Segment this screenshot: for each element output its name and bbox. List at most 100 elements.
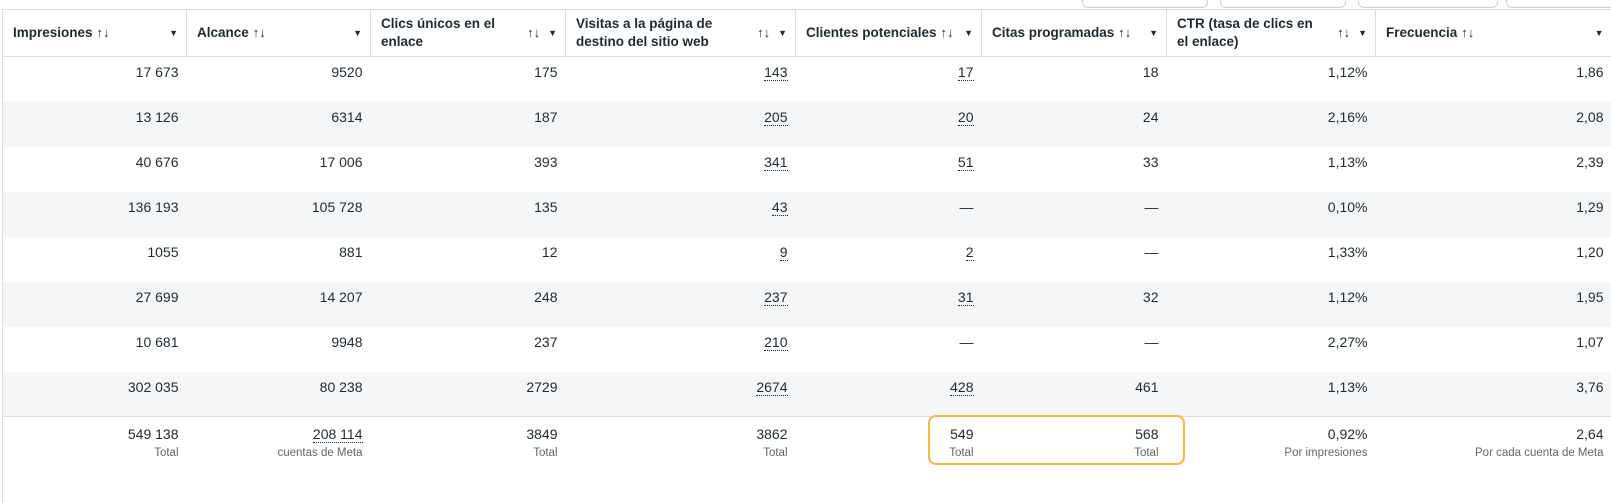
caret-down-icon[interactable]: ▼ <box>1149 28 1158 38</box>
cell-visitas-pagina[interactable]: 341 <box>566 147 796 192</box>
cell-alcance: 9520 <box>331 64 363 80</box>
toolbar-button[interactable] <box>1358 0 1498 8</box>
cell-frecuencia: 1,86 <box>1576 64 1604 80</box>
column-header-impresiones[interactable]: Impresiones ↑↓ ▼ <box>2 9 187 57</box>
cell-clientes-potenciales[interactable]: 51 <box>796 147 982 192</box>
cell-link-value[interactable]: 43 <box>771 198 788 216</box>
cell-impresiones: 302 035 <box>2 371 187 417</box>
cell-clientes-potenciales: — <box>795 191 982 237</box>
toolbar-button[interactable] <box>1506 0 1611 8</box>
cell-impresiones: 1055 <box>147 243 179 260</box>
total-label: cuentas de Meta <box>277 447 363 459</box>
cell-link-value[interactable]: 205 <box>764 108 788 126</box>
cell-clientes-potenciales[interactable]: 428 <box>795 371 982 417</box>
caret-down-icon[interactable]: ▼ <box>548 28 557 38</box>
cell-impresiones: 13 126 <box>2 101 187 147</box>
column-header-frecuencia[interactable]: Frecuencia ↑↓ ▼ <box>1375 9 1611 57</box>
cell-link-value[interactable]: 2674 <box>756 378 788 396</box>
cell-link-value[interactable]: 2 <box>965 243 974 261</box>
cell-clientes-potenciales[interactable]: 17 <box>796 57 982 102</box>
cell-clics-unicos: 187 <box>370 101 566 147</box>
sort-arrows-icon[interactable]: ↑↓ <box>96 25 110 40</box>
cell-link-value[interactable]: 341 <box>764 153 788 171</box>
cell-link-value[interactable]: 9 <box>779 243 788 261</box>
cell-link-value[interactable]: 20 <box>957 108 974 126</box>
caret-down-icon[interactable]: ▼ <box>353 28 362 38</box>
cell-frecuencia: 1,20 <box>1576 243 1604 260</box>
cell-impresiones: 17 673 <box>135 64 179 80</box>
cell-visitas-pagina[interactable]: 237 <box>565 281 796 327</box>
cell-citas-programadas: — <box>1144 333 1159 350</box>
total-value: 3862 <box>756 426 788 442</box>
cell-visitas-pagina[interactable]: 210 <box>566 327 796 372</box>
cell-visitas-pagina[interactable]: 43 <box>565 191 796 237</box>
total-visitas-pagina: 3862 Total <box>565 416 796 475</box>
total-value: 2,64 <box>1576 426 1604 442</box>
total-ctr: 0,92% Por impresiones <box>1166 416 1376 475</box>
cell-clics-unicos: 237 <box>534 333 558 350</box>
column-header-alcance[interactable]: Alcance ↑↓ ▼ <box>186 9 371 57</box>
table-row: 27 699 14 207 248 237 31 32 1,12% 1,95 <box>2 281 1611 327</box>
total-alcance[interactable]: 208 114 cuentas de Meta <box>186 416 371 475</box>
cell-clics-unicos: 135 <box>370 191 566 237</box>
cell-link-value[interactable]: 51 <box>957 153 974 171</box>
sort-arrows-icon[interactable]: ↑↓ <box>757 25 771 40</box>
total-citas-programadas: 568 Total <box>981 416 1167 475</box>
sort-arrows-icon[interactable]: ↑↓ <box>1118 25 1132 40</box>
total-frecuencia: 2,64 Por cada cuenta de Meta <box>1375 416 1611 475</box>
cell-link-value[interactable]: 237 <box>764 288 788 306</box>
table-left-border <box>2 9 3 503</box>
cell-ctr: 1,12% <box>1327 64 1368 80</box>
caret-down-icon[interactable]: ▼ <box>169 28 178 38</box>
toolbar-button[interactable] <box>1220 0 1346 8</box>
cell-link-value[interactable]: 31 <box>957 288 974 306</box>
column-header-clientes-potenciales[interactable]: Clientes potenciales ↑↓ ▼ <box>795 9 982 57</box>
cell-ctr: 0,10% <box>1166 191 1376 237</box>
total-value[interactable]: 208 114 <box>312 426 363 443</box>
column-header-label: Visitas a la página de destino del sitio… <box>576 16 713 49</box>
cell-link-value[interactable]: 210 <box>764 333 788 351</box>
cell-visitas-pagina[interactable]: 9 <box>566 237 796 282</box>
cell-citas-programadas: 32 <box>981 281 1167 327</box>
column-header-ctr[interactable]: CTR (tasa de clics en el enlace) ↑↓ ▼ <box>1166 9 1376 57</box>
column-header-label: Clientes potenciales <box>806 25 937 40</box>
cell-link-value[interactable]: 143 <box>764 64 788 81</box>
total-value: 3849 <box>526 426 558 442</box>
cell-impresiones: 136 193 <box>2 191 187 237</box>
sort-arrows-icon[interactable]: ↑↓ <box>527 25 541 40</box>
cell-frecuencia: 1,95 <box>1375 281 1611 327</box>
sort-arrows-icon[interactable]: ↑↓ <box>1461 25 1475 40</box>
caret-down-icon[interactable]: ▼ <box>1358 28 1367 38</box>
cell-link-value[interactable]: 428 <box>950 378 974 396</box>
cell-impresiones: 10 681 <box>135 333 179 350</box>
cell-visitas-pagina[interactable]: 2674 <box>565 371 796 417</box>
total-label: Total <box>533 447 558 459</box>
cell-link-value[interactable]: 17 <box>957 64 974 81</box>
column-header-visitas-pagina-destino[interactable]: Visitas a la página de destino del sitio… <box>565 9 796 57</box>
sort-arrows-icon[interactable]: ↑↓ <box>940 25 954 40</box>
header-row: Impresiones ↑↓ ▼ Alcance ↑↓ ▼ Clics únicos e… <box>2 9 1611 57</box>
total-clics-unicos: 3849 Total <box>370 416 566 475</box>
sort-arrows-icon[interactable]: ↑↓ <box>1337 25 1351 40</box>
cell-impresiones: 27 699 <box>2 281 187 327</box>
cell-alcance: 17 006 <box>319 153 363 170</box>
caret-down-icon[interactable]: ▼ <box>778 28 787 38</box>
cell-visitas-pagina[interactable]: 205 <box>565 101 796 147</box>
caret-down-icon[interactable]: ▼ <box>1594 28 1604 38</box>
column-header-citas-programadas[interactable]: Citas programadas ↑↓ ▼ <box>981 9 1167 57</box>
total-clientes-potenciales: 549 Total <box>795 416 982 475</box>
sort-arrows-icon[interactable]: ↑↓ <box>252 25 266 40</box>
cell-clientes-potenciales[interactable]: 2 <box>796 237 982 282</box>
cell-ctr: 2,16% <box>1166 101 1376 147</box>
cell-frecuencia: 2,08 <box>1375 101 1611 147</box>
toolbar-button[interactable] <box>1082 0 1208 8</box>
toolbar-strip <box>0 0 1611 10</box>
cell-clics-unicos: 393 <box>534 153 558 170</box>
cell-clientes-potenciales[interactable]: 20 <box>795 101 982 147</box>
cell-alcance: 80 238 <box>186 371 371 417</box>
caret-down-icon[interactable]: ▼ <box>964 28 973 38</box>
cell-clientes-potenciales[interactable]: 31 <box>795 281 982 327</box>
column-header-clics-unicos[interactable]: Clics únicos en el enlace ↑↓ ▼ <box>370 9 566 57</box>
cell-visitas-pagina[interactable]: 143 <box>566 57 796 102</box>
cell-ctr: 1,12% <box>1166 281 1376 327</box>
